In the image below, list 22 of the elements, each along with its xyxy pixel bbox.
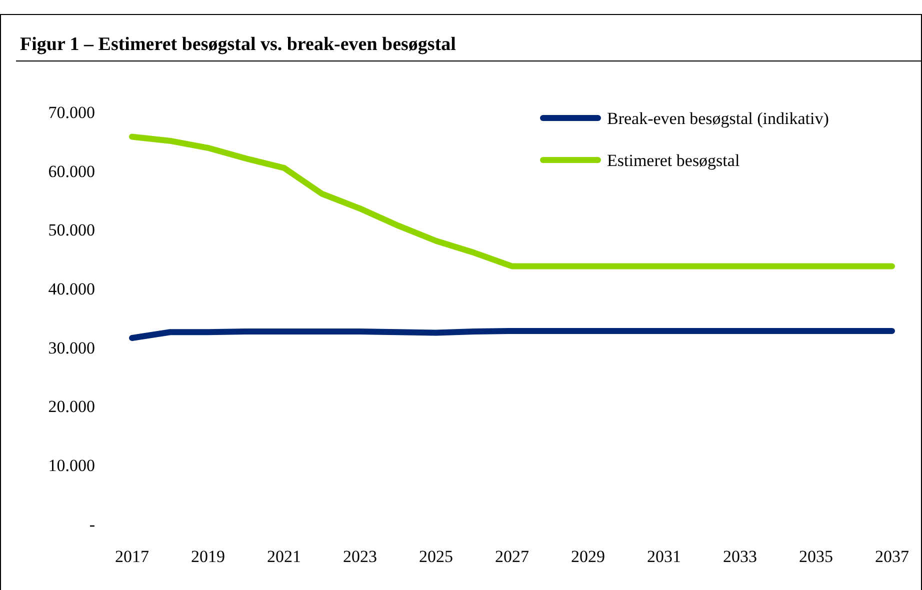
x-tick-label: 2037	[875, 547, 910, 566]
x-tick-label: 2017	[115, 547, 150, 566]
x-tick-label: 2023	[343, 547, 377, 566]
y-tick-label: 20.000	[48, 397, 95, 416]
y-tick-label: 40.000	[48, 280, 95, 299]
y-tick-label: -	[89, 514, 96, 534]
x-tick-label: 2019	[191, 547, 225, 566]
y-tick-label: 50.000	[48, 220, 95, 240]
x-tick-label: 2033	[723, 547, 757, 566]
x-tick-label: 2035	[799, 547, 833, 566]
x-tick-label: 2025	[419, 547, 453, 566]
x-tick-label: 2031	[647, 547, 681, 566]
x-tick-label: 2029	[571, 547, 605, 566]
y-tick-label: 30.000	[48, 338, 95, 358]
legend-label: Estimeret besøgstal	[607, 150, 740, 170]
x-tick-label: 2027	[495, 547, 530, 566]
legend-label: Break-even besøgstal (indikativ)	[607, 108, 829, 128]
y-tick-label: 70.000	[48, 102, 95, 122]
y-tick-label: 10.000	[48, 456, 95, 476]
chart-title: Figur 1 – Estimeret besøgstal vs. break-even besøgstal	[20, 34, 456, 55]
x-tick-label: 2021	[267, 547, 301, 566]
y-tick-label: 60.000	[48, 162, 95, 181]
